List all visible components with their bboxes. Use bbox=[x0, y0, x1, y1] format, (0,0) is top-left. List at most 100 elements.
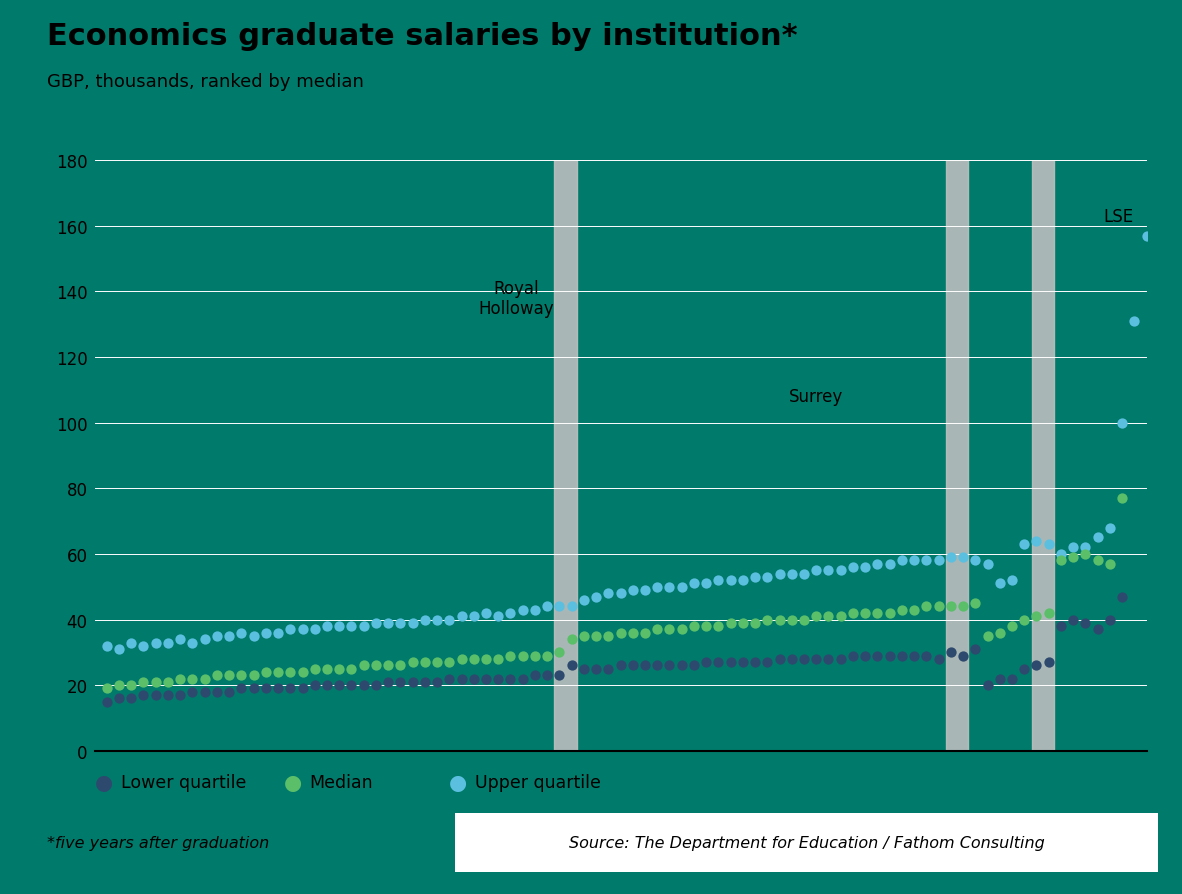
Point bbox=[1039, 537, 1058, 552]
Point bbox=[465, 610, 483, 624]
Point bbox=[782, 652, 801, 666]
Point bbox=[868, 557, 886, 571]
Point bbox=[733, 573, 752, 587]
Point bbox=[758, 570, 777, 585]
Point bbox=[550, 645, 569, 660]
Point bbox=[1015, 662, 1034, 676]
Point bbox=[147, 688, 165, 703]
Point bbox=[281, 681, 300, 696]
Point bbox=[904, 553, 923, 568]
Point bbox=[428, 612, 447, 627]
Point bbox=[366, 616, 385, 630]
Point bbox=[207, 669, 226, 683]
Point bbox=[513, 671, 532, 686]
Point bbox=[207, 629, 226, 644]
Point bbox=[268, 665, 287, 679]
Point bbox=[868, 606, 886, 620]
Point bbox=[819, 563, 838, 578]
Point bbox=[501, 671, 520, 686]
Point bbox=[954, 649, 973, 663]
Point bbox=[526, 669, 545, 683]
Point bbox=[574, 662, 593, 676]
Point bbox=[771, 567, 790, 581]
Point bbox=[366, 659, 385, 673]
Point bbox=[696, 620, 715, 634]
Point bbox=[1112, 416, 1131, 430]
Point bbox=[97, 681, 116, 696]
Point bbox=[1076, 616, 1095, 630]
Text: ●: ● bbox=[95, 772, 112, 792]
Point bbox=[1089, 622, 1108, 637]
Point bbox=[318, 620, 337, 634]
Point bbox=[599, 662, 618, 676]
Point bbox=[807, 563, 826, 578]
Point bbox=[207, 685, 226, 699]
Text: Median: Median bbox=[310, 773, 374, 791]
Point bbox=[342, 679, 361, 693]
Point bbox=[1137, 229, 1156, 243]
Text: GBP, thousands, ranked by median: GBP, thousands, ranked by median bbox=[47, 73, 364, 91]
Point bbox=[170, 688, 189, 703]
Point bbox=[110, 679, 129, 693]
Point bbox=[232, 669, 251, 683]
Point bbox=[917, 649, 936, 663]
Point bbox=[415, 655, 434, 670]
Point bbox=[220, 669, 239, 683]
Point bbox=[513, 603, 532, 617]
Point bbox=[1064, 612, 1083, 627]
Point bbox=[440, 671, 459, 686]
Point bbox=[794, 567, 813, 581]
Point bbox=[220, 685, 239, 699]
Point bbox=[1112, 492, 1131, 506]
Point bbox=[966, 596, 985, 611]
Point bbox=[941, 551, 960, 565]
Point bbox=[1125, 315, 1144, 329]
Point bbox=[550, 600, 569, 614]
Point bbox=[733, 655, 752, 670]
Point bbox=[1076, 547, 1095, 561]
Point bbox=[684, 659, 703, 673]
Point bbox=[476, 652, 495, 666]
Point bbox=[771, 612, 790, 627]
Point bbox=[538, 600, 557, 614]
Point bbox=[501, 606, 520, 620]
Point bbox=[195, 671, 214, 686]
Point bbox=[465, 652, 483, 666]
Point bbox=[1064, 541, 1083, 555]
Point bbox=[415, 675, 434, 689]
Point bbox=[819, 610, 838, 624]
Point bbox=[696, 577, 715, 591]
Point bbox=[904, 603, 923, 617]
Point bbox=[892, 603, 911, 617]
Point bbox=[966, 553, 985, 568]
Point bbox=[293, 622, 312, 637]
Text: *five years after graduation: *five years after graduation bbox=[47, 835, 269, 849]
Point bbox=[844, 561, 863, 575]
Point bbox=[170, 632, 189, 646]
Text: Surrey: Surrey bbox=[790, 388, 844, 406]
Point bbox=[831, 652, 850, 666]
Point bbox=[746, 616, 765, 630]
Point bbox=[721, 616, 740, 630]
Point bbox=[844, 606, 863, 620]
Point bbox=[526, 603, 545, 617]
Text: Upper quartile: Upper quartile bbox=[475, 773, 600, 791]
Point bbox=[158, 675, 177, 689]
Point bbox=[403, 675, 422, 689]
Point bbox=[232, 626, 251, 640]
Point bbox=[158, 636, 177, 650]
Point bbox=[1002, 671, 1021, 686]
Point bbox=[611, 586, 630, 601]
Point bbox=[268, 626, 287, 640]
Point bbox=[1027, 534, 1046, 548]
Point bbox=[709, 573, 728, 587]
Point bbox=[929, 652, 948, 666]
Point bbox=[378, 659, 397, 673]
Point bbox=[342, 620, 361, 634]
Point bbox=[1002, 573, 1021, 587]
Bar bbox=[946, 161, 968, 751]
Point bbox=[978, 679, 996, 693]
Point bbox=[856, 649, 875, 663]
Point bbox=[721, 655, 740, 670]
Text: Royal
Holloway: Royal Holloway bbox=[479, 279, 554, 318]
